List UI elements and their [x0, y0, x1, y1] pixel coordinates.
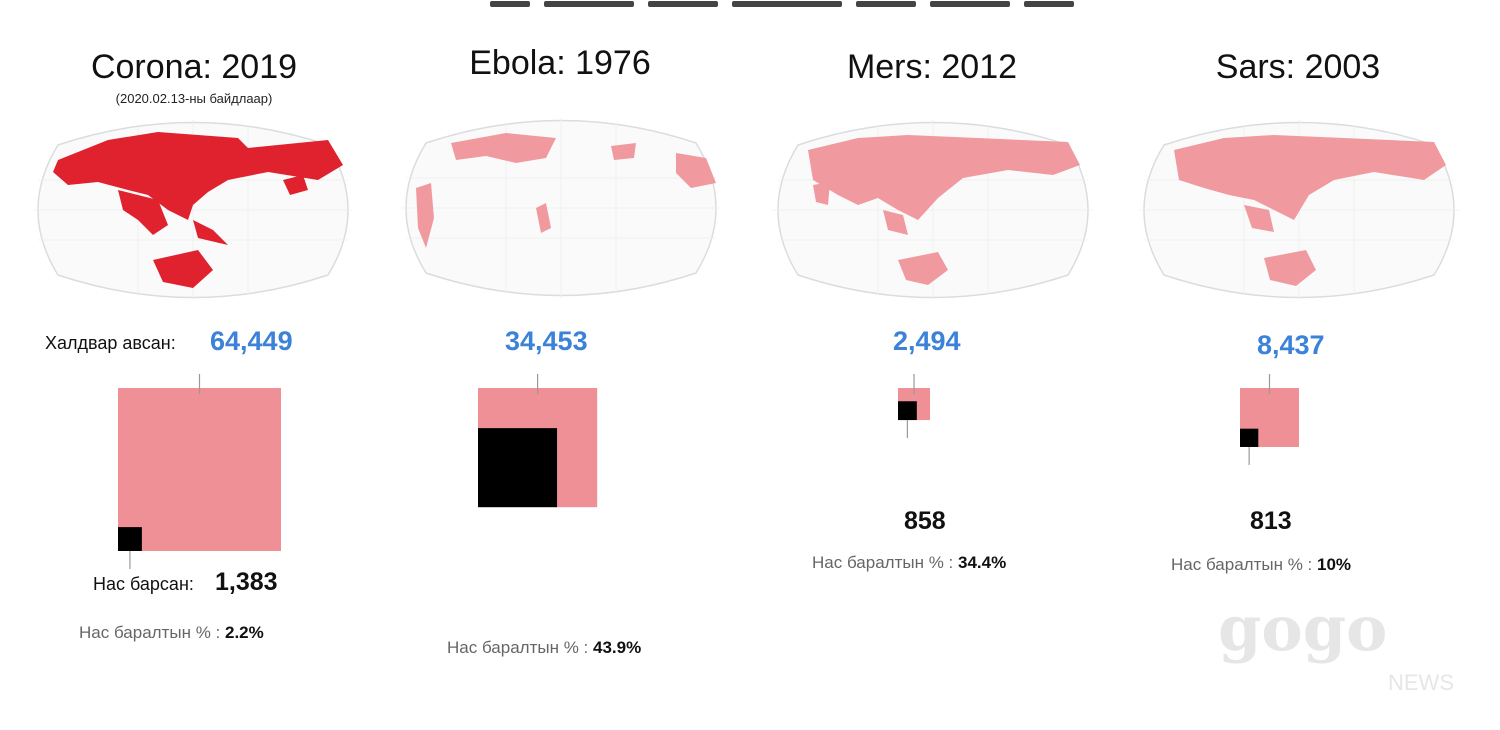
rate-row-sars: Нас баралтын % : 10% — [1171, 555, 1351, 575]
deaths-value-ebola: 15,158 — [496, 568, 573, 596]
rate-row-mers: Нас баралтын % : 34.4% — [812, 553, 1006, 573]
subtitle-corona: (2020.02.13-ны байдлаар) — [115, 91, 273, 106]
world-map-sars — [1139, 120, 1459, 300]
death-area-sars — [1240, 428, 1259, 447]
rate-value-sars: 10% — [1317, 555, 1352, 574]
rate-label: Нас баралтын % : — [447, 638, 589, 657]
title-mers: Mers: 2012 — [846, 48, 1018, 86]
gogo-news-logo: gogo NEWS — [1218, 598, 1454, 695]
death-area-ebola — [478, 428, 558, 508]
deaths-value-sars: 813 — [1250, 507, 1292, 535]
cropped-header-text — [490, 0, 1110, 7]
death-area-mers — [898, 401, 917, 421]
world-map-ebola — [401, 118, 721, 298]
deaths-value-corona: 1,383 — [215, 568, 278, 596]
rate-value-ebola: 43.9% — [593, 638, 642, 657]
infected-label: Халдвар авсан: — [45, 333, 176, 353]
rate-label: Нас баралтын % : — [812, 553, 954, 572]
rate-value-corona: 2.2% — [225, 623, 264, 642]
world-map-mers — [773, 120, 1093, 300]
rate-row-corona: Нас баралтын % : 2.2% — [79, 623, 264, 643]
rate-row-ebola: Нас баралтын % : 43.9% — [447, 638, 641, 658]
infected-value-ebola: 34,453 — [505, 326, 588, 356]
infected-value-corona: 64,449 — [210, 326, 293, 356]
deaths-label: Нас барсан: — [93, 574, 194, 594]
title-ebola: Ebola: 1976 — [469, 44, 651, 82]
rate-value-mers: 34.4% — [958, 553, 1007, 572]
title-sars: Sars: 2003 — [1215, 48, 1381, 86]
infected-value-sars: 8,437 — [1257, 330, 1325, 360]
infected-area-corona — [118, 388, 281, 551]
world-map-corona — [33, 120, 353, 300]
deaths-value-mers: 858 — [904, 507, 946, 535]
svg-text:gogo: gogo — [1218, 598, 1387, 665]
title-corona: Corona: 2019 — [90, 48, 298, 86]
svg-text:NEWS: NEWS — [1388, 670, 1454, 695]
rate-label: Нас баралтын % : — [1171, 555, 1313, 574]
rate-label: Нас баралтын % : — [79, 623, 221, 642]
death-area-corona — [118, 527, 142, 551]
infected-value-mers: 2,494 — [893, 326, 961, 356]
